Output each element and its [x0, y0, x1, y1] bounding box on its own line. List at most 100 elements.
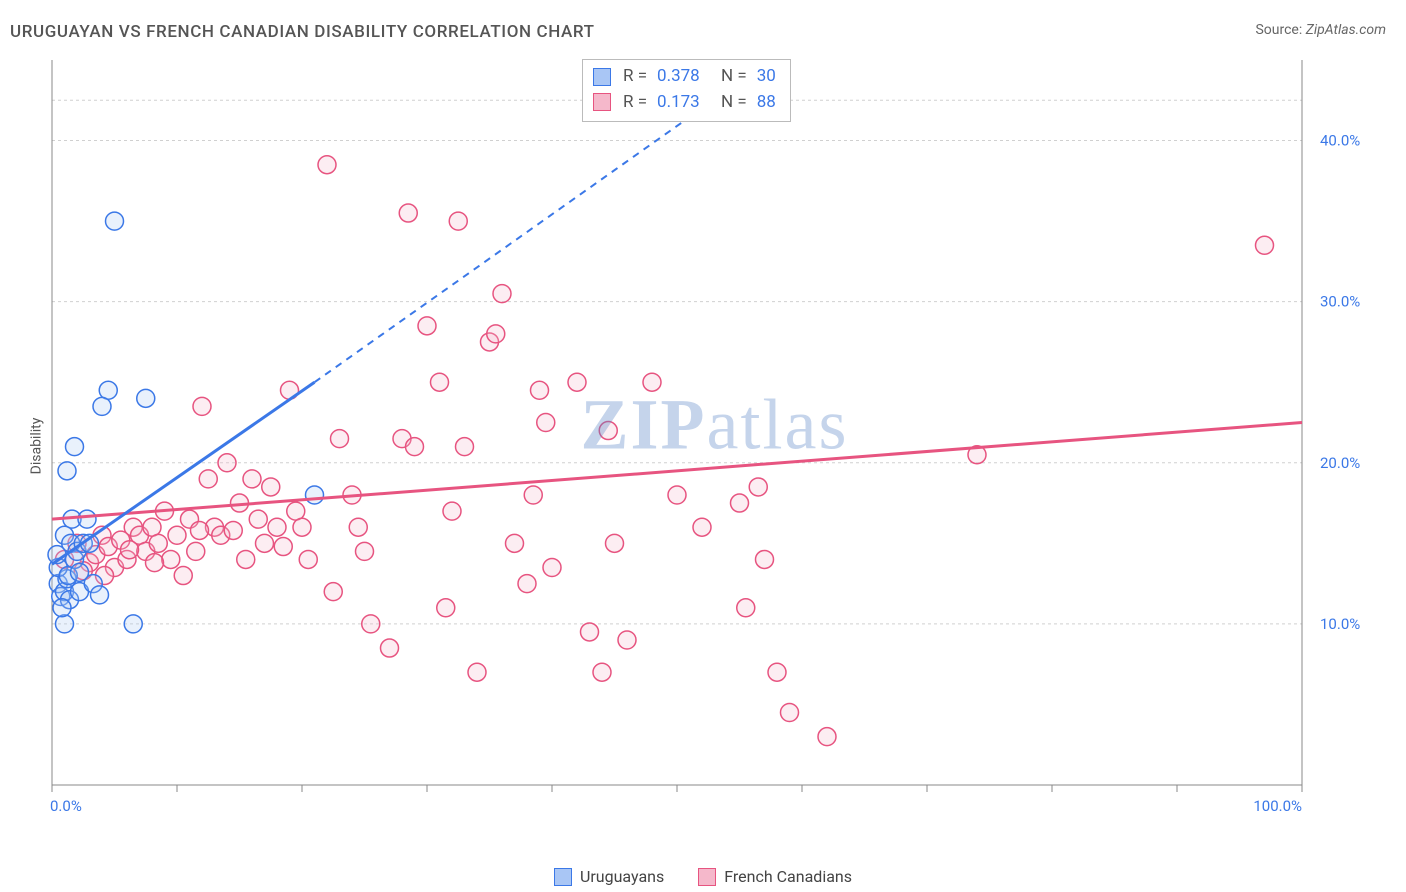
point-uruguayan	[137, 389, 155, 407]
point-french-canadian	[199, 470, 217, 488]
point-french-canadian	[268, 518, 286, 536]
point-french-canadian	[356, 542, 374, 560]
point-uruguayan	[66, 438, 84, 456]
point-french-canadian	[449, 212, 467, 230]
point-uruguayan	[53, 599, 71, 617]
point-french-canadian	[781, 704, 799, 722]
stats-row-french-canadians: R = 0.173 N = 88	[593, 90, 776, 116]
point-french-canadian	[168, 526, 186, 544]
swatch-french-canadians-bottom	[698, 868, 716, 886]
point-french-canadian	[487, 325, 505, 343]
point-french-canadian	[287, 502, 305, 520]
x-tick-label-min: 0.0%	[50, 797, 82, 815]
point-french-canadian	[162, 550, 180, 568]
point-french-canadian	[362, 615, 380, 633]
point-french-canadian	[768, 663, 786, 681]
point-french-canadian	[581, 623, 599, 641]
point-uruguayan	[91, 586, 109, 604]
point-french-canadian	[506, 534, 524, 552]
point-uruguayan	[306, 486, 324, 504]
point-french-canadian	[693, 518, 711, 536]
point-french-canadian	[531, 381, 549, 399]
point-french-canadian	[593, 663, 611, 681]
point-uruguayan	[56, 615, 74, 633]
point-french-canadian	[731, 494, 749, 512]
point-uruguayan	[106, 212, 124, 230]
point-uruguayan	[124, 615, 142, 633]
x-tick-label-max: 100.0%	[1253, 797, 1302, 815]
scatter-plot: 10.0% 20.0% 30.0% 40.0% 0.0% 100.0% R = 0.378…	[42, 55, 1387, 825]
series-legend: Uruguayans French Canadians	[0, 867, 1406, 886]
chart-source: Source: ZipAtlas.com	[1255, 22, 1386, 38]
point-french-canadian	[568, 373, 586, 391]
point-french-canadian	[737, 599, 755, 617]
point-french-canadian	[1256, 236, 1274, 254]
point-french-canadian	[456, 438, 474, 456]
point-uruguayan	[99, 381, 117, 399]
y-tick-label: 40.0%	[1320, 132, 1360, 150]
n-value-uruguayans: 30	[757, 64, 776, 90]
legend-item-uruguayans: Uruguayans	[554, 867, 664, 886]
point-french-canadian	[349, 518, 367, 536]
point-french-canadian	[218, 454, 236, 472]
point-french-canadian	[668, 486, 686, 504]
point-french-canadian	[249, 510, 267, 528]
trendline-uruguayans-extrapolated	[315, 108, 703, 382]
point-french-canadian	[191, 521, 209, 539]
y-tick-label: 20.0%	[1320, 454, 1360, 472]
point-french-canadian	[599, 422, 617, 440]
point-french-canadian	[399, 204, 417, 222]
point-french-canadian	[274, 538, 292, 556]
point-french-canadian	[618, 631, 636, 649]
point-french-canadian	[431, 373, 449, 391]
point-french-canadian	[256, 534, 274, 552]
point-french-canadian	[443, 502, 461, 520]
point-french-canadian	[324, 583, 342, 601]
swatch-uruguayans	[593, 68, 611, 86]
point-french-canadian	[174, 567, 192, 585]
point-french-canadian	[146, 554, 164, 572]
point-french-canadian	[243, 470, 261, 488]
point-french-canadian	[293, 518, 311, 536]
y-tick-label: 10.0%	[1320, 615, 1360, 633]
point-french-canadian	[756, 550, 774, 568]
point-french-canadian	[237, 550, 255, 568]
point-french-canadian	[437, 599, 455, 617]
point-french-canadian	[749, 478, 767, 496]
point-uruguayan	[78, 510, 96, 528]
legend-item-french-canadians: French Canadians	[698, 867, 852, 886]
point-french-canadian	[406, 438, 424, 456]
point-french-canadian	[643, 373, 661, 391]
point-french-canadian	[468, 663, 486, 681]
point-french-canadian	[518, 575, 536, 593]
point-french-canadian	[331, 430, 349, 448]
swatch-uruguayans-bottom	[554, 868, 572, 886]
point-uruguayan	[71, 563, 89, 581]
point-french-canadian	[318, 156, 336, 174]
y-tick-label: 30.0%	[1320, 293, 1360, 311]
point-french-canadian	[418, 317, 436, 335]
point-french-canadian	[493, 285, 511, 303]
point-french-canadian	[224, 521, 242, 539]
point-french-canadian	[149, 534, 167, 552]
point-french-canadian	[524, 486, 542, 504]
point-french-canadian	[606, 534, 624, 552]
stats-row-uruguayans: R = 0.378 N = 30	[593, 64, 776, 90]
r-value-french-canadians: 0.173	[657, 90, 709, 116]
point-french-canadian	[543, 559, 561, 577]
r-value-uruguayans: 0.378	[657, 64, 709, 90]
point-french-canadian	[193, 397, 211, 415]
point-uruguayan	[93, 397, 111, 415]
point-french-canadian	[262, 478, 280, 496]
point-french-canadian	[537, 414, 555, 432]
point-french-canadian	[299, 550, 317, 568]
point-french-canadian	[143, 518, 161, 536]
stats-legend-box: R = 0.378 N = 30 R = 0.173 N = 88	[582, 59, 791, 122]
swatch-french-canadians	[593, 93, 611, 111]
point-french-canadian	[818, 728, 836, 746]
point-french-canadian	[187, 542, 205, 560]
point-french-canadian	[121, 541, 139, 559]
point-french-canadian	[381, 639, 399, 657]
n-value-french-canadians: 88	[757, 90, 776, 116]
chart-title: URUGUAYAN VS FRENCH CANADIAN DISABILITY …	[10, 22, 595, 42]
